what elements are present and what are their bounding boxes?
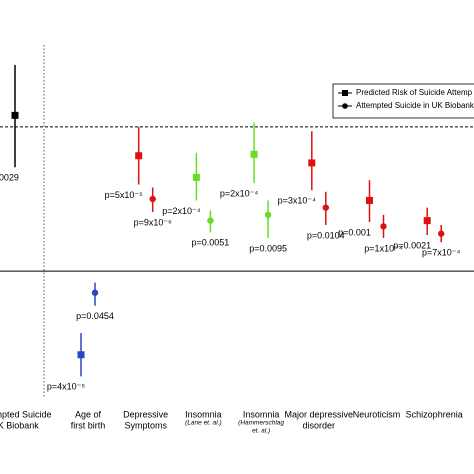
point [207,217,214,224]
x-tick-label: Depressive [123,409,168,419]
x-tick-label: Major depressive [285,409,354,419]
point [77,351,85,359]
p-value-label: p=0.001 [338,227,371,237]
x-tick-note: (Lane et. al.) [185,420,222,427]
point [149,195,156,203]
x-tick-label: Attempted Suicide [0,409,52,419]
p-value-label: p=0.0104 [307,230,345,240]
x-tick-label: Symptoms [124,420,167,430]
legend-marker [342,103,348,109]
point [366,196,373,204]
p-value-label: p=0.0095 [249,243,287,253]
x-tick-label: UK Biobank [0,420,39,430]
x-tick-note: (Hammerschlag [238,420,284,427]
p-value-label: p=0.0021 [393,240,431,250]
x-tick-label: Insomnia [243,409,280,419]
legend-marker [342,90,348,96]
x-tick-label: first birth [71,420,106,430]
x-tick-label: disorder [303,420,336,430]
p-value-label: p=4x10⁻⁵ [47,382,86,392]
p-value-label: p=2x10⁻⁴ [162,206,201,216]
legend-label: Attempted Suicide in UK Biobank [356,101,474,110]
p-value-label: p=0.0454 [76,311,114,321]
point [264,211,272,219]
p-value-label: p=3x10⁻⁴ [278,196,317,206]
x-tick-label: Age of [75,409,102,419]
p-value-label: p=1x10⁻⁴ [364,243,403,253]
p-value-label: p=7x10⁻⁴ [422,248,461,258]
x-tick-note: et. al.) [252,428,270,435]
p-value-label: p=9x10⁻⁶ [134,217,173,227]
point [250,150,258,158]
point [11,111,19,119]
p-value-label: p=2x10⁻⁴ [220,189,259,199]
p-value-label: p=0.0051 [192,238,230,248]
legend-label: Predicted Risk of Suicide Attemp [356,88,473,97]
x-tick-label: Insomnia [185,409,222,419]
p-value-label: p=5x10⁻⁵ [105,190,144,200]
legend-box [332,83,474,119]
point [380,223,387,230]
point [308,159,316,167]
point [91,289,99,296]
point [192,173,200,181]
x-tick-label: Schizophrenia [406,409,463,419]
point [322,204,329,211]
p-value-label: p=0.0029 [0,173,19,183]
point [423,217,431,225]
point [135,152,143,160]
point [438,230,445,237]
x-tick-label: Neuroticism [353,409,401,419]
